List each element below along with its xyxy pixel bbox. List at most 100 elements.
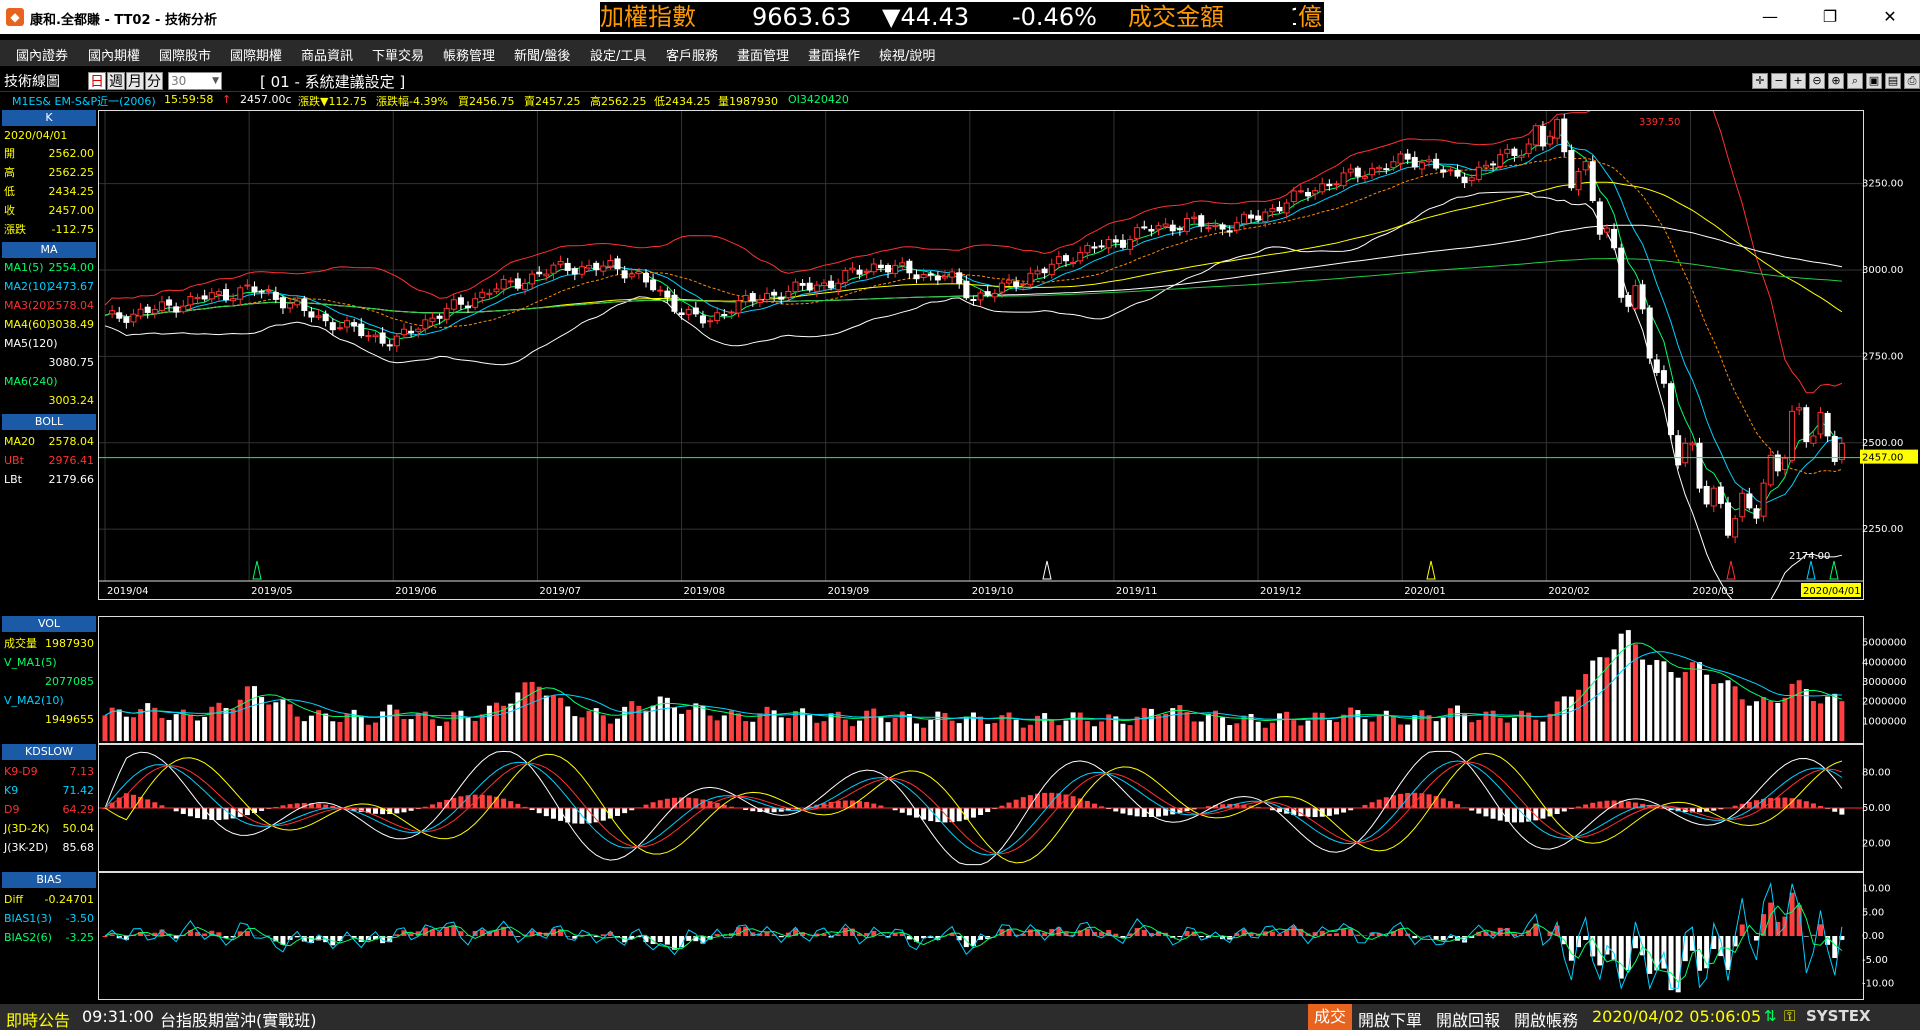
volume-bar [1312, 712, 1318, 741]
kd-diff-bar [565, 808, 571, 823]
candle-body [151, 308, 158, 314]
menu-item[interactable]: 畫面操作 [808, 49, 861, 64]
candle-body [109, 310, 116, 315]
maximize-button[interactable]: ❐ [1822, 7, 1838, 26]
expand-icon[interactable]: + [1790, 73, 1806, 89]
candle-body [1525, 143, 1532, 154]
crosshair-icon[interactable]: ✛ [1752, 73, 1768, 89]
kd-diff-bar [1611, 800, 1617, 808]
bias-diff-bar [1198, 936, 1204, 938]
bias-diff-bar [1398, 928, 1404, 936]
search-icon[interactable]: ⌕ [1847, 73, 1863, 89]
volume-bar [1547, 713, 1553, 741]
candle-body [1703, 486, 1710, 505]
volume-bar [892, 717, 898, 741]
kd-diff-bar [130, 794, 136, 808]
volume-bar [906, 714, 912, 741]
interval-select[interactable]: 30 ▼ [168, 72, 222, 90]
kd-pane[interactable] [98, 744, 1864, 872]
open-report-button[interactable]: 開啟回報 [1436, 1011, 1501, 1030]
news-ticker[interactable]: 台指股期當沖(實戰班) [160, 1011, 317, 1030]
menu-item[interactable]: 帳務管理 [443, 49, 496, 64]
price-pane[interactable]: 2019/04 2019/05 2019/06 2019/07 2019/08 2019/… [98, 45, 1864, 608]
bias-diff-bar [1063, 932, 1069, 936]
menu-item[interactable]: 國內期權 [88, 49, 141, 64]
menu-item[interactable]: 客戶服務 [666, 49, 719, 64]
candle-body [1454, 170, 1461, 177]
candle-body [500, 278, 507, 290]
volume-bar [1540, 721, 1546, 741]
bias-diff-bar [871, 930, 877, 936]
close-button[interactable]: ✕ [1883, 7, 1897, 26]
menu-item[interactable]: 國內證券 [16, 49, 69, 64]
kd-diff-bar [152, 802, 158, 808]
kd-diff-bar [1163, 808, 1169, 816]
menu-item[interactable]: 商品資訊 [301, 49, 354, 64]
menu-item[interactable]: 設定/工具 [590, 49, 647, 64]
save-icon[interactable]: ▣ [1866, 73, 1882, 89]
menu-item[interactable]: 國際股市 [159, 49, 212, 64]
volume-bar [978, 716, 984, 741]
bias-diff-bar [244, 931, 250, 936]
kd-diff-bar [1333, 808, 1339, 815]
boll-row: MA20 2578.04 [2, 434, 96, 450]
volume-bar [629, 701, 635, 741]
k-row-value: 2562.00 [48, 147, 95, 160]
kd-row: J(3K-2D) 85.68 [2, 840, 96, 856]
bias-diff-bar [501, 926, 507, 936]
candle-body [400, 328, 407, 336]
quote-ask: 賣2457.25 [524, 95, 581, 108]
menu-item[interactable]: 國際期權 [230, 49, 283, 64]
volume-bar [878, 716, 884, 741]
bias-row: BIAS1(3) -3.50 [2, 911, 96, 927]
period-month-button[interactable]: 月 [126, 72, 144, 90]
period-day-button[interactable]: 日 [88, 72, 106, 90]
kd-diff-bar [180, 808, 186, 814]
volume-bar [138, 709, 144, 741]
bias-pane[interactable] [98, 872, 1864, 1000]
period-week-button[interactable]: 週 [107, 72, 125, 90]
zoom-out-icon[interactable]: ⊖ [1809, 73, 1825, 89]
kd-diff-bar [173, 808, 179, 812]
open-order-button[interactable]: 開啟下單 [1358, 1011, 1423, 1030]
candle-body [1447, 169, 1454, 172]
kd-diff-bar [515, 803, 521, 808]
bias-axis-svg: 10.00 5.00 0.00 -5.00 -10.00 [1862, 884, 1894, 990]
volume-bar [1184, 712, 1190, 741]
layout-icon[interactable]: ▤ [1885, 73, 1901, 89]
candle-body [144, 306, 151, 313]
period-minute-button[interactable]: 分 [145, 72, 163, 90]
open-account-button[interactable]: 開啟帳務 [1514, 1011, 1579, 1030]
kd-diff-bar [1234, 804, 1240, 808]
bias-diff-bar [1775, 921, 1781, 936]
zoom-in-icon[interactable]: ⊕ [1828, 73, 1844, 89]
volume-pane[interactable] [98, 616, 1864, 744]
setting-label[interactable]: [ 01 - 系統建議設定 ] [260, 73, 406, 91]
candle-body [1305, 191, 1312, 197]
bias-diff-bar [1177, 936, 1183, 937]
volume-bar [536, 686, 542, 741]
candle-body [842, 270, 849, 283]
menu-item[interactable]: 檢視/說明 [879, 49, 936, 64]
minimize-button[interactable]: — [1762, 7, 1778, 26]
candle-body [991, 292, 998, 298]
index-label: 加權指數 [600, 3, 696, 31]
bias-tick-label: 0.00 [1862, 931, 1884, 942]
candle-body [1433, 158, 1440, 169]
candle-body [1774, 454, 1781, 472]
menu-item[interactable]: 新聞/盤後 [514, 49, 571, 64]
bias-diff-bar [1576, 936, 1582, 948]
bias-diff-bar [1077, 930, 1083, 936]
volume-bar [999, 715, 1005, 741]
menu-item[interactable]: 畫面管理 [737, 49, 790, 64]
print-icon[interactable]: ⎙ [1904, 73, 1920, 89]
shrink-icon[interactable]: − [1771, 73, 1787, 89]
kd-diff-bar [1775, 797, 1781, 808]
kd-diff-bar [1753, 800, 1759, 808]
price-tick-label: 3250.00 [1862, 179, 1903, 190]
volume-bar [572, 716, 578, 741]
menu-item[interactable]: 下單交易 [372, 49, 425, 64]
volume-bar [579, 717, 585, 741]
kd-axis: 80.00 50.00 20.00 [1860, 744, 1920, 872]
volume-bar [1604, 657, 1610, 741]
